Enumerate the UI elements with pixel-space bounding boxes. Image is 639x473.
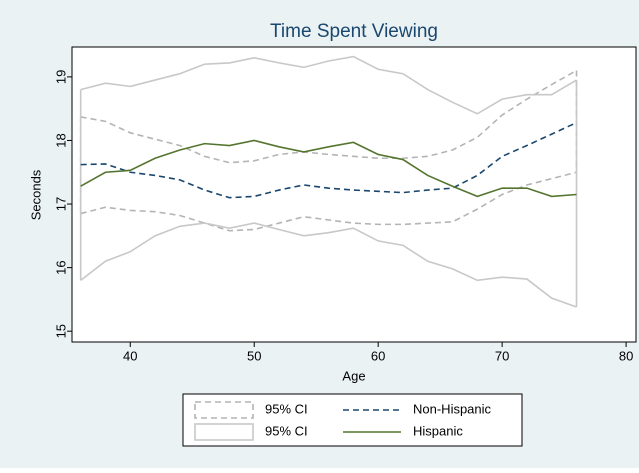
y-axis-label: Seconds [28, 169, 43, 220]
chart-title: Time Spent Viewing [270, 21, 438, 42]
y-tick-label: 15 [53, 324, 68, 338]
x-tick-label: 50 [247, 348, 261, 363]
y-tick-label: 19 [53, 70, 68, 84]
legend-label: Hispanic [413, 423, 463, 438]
legend-swatch [194, 423, 254, 441]
series-line [80, 121, 577, 199]
x-tick-label: 60 [371, 348, 385, 363]
legend-label: Non-Hispanic [413, 401, 492, 416]
series-line [80, 139, 577, 198]
y-tick-label: 18 [53, 133, 68, 147]
x-tick-label: 70 [495, 348, 509, 363]
y-tick-label: 16 [53, 260, 68, 274]
x-tick-label: 80 [619, 348, 633, 363]
y-tick-label: 17 [53, 197, 68, 211]
ci-edge [80, 55, 577, 115]
ci-edge [80, 171, 577, 232]
ci-edge [80, 69, 577, 164]
legend-label: 95% CI [265, 423, 308, 438]
legend-swatch [194, 401, 254, 419]
legend-label: 95% CI [265, 401, 308, 416]
x-axis-label: Age [342, 368, 365, 383]
legend [182, 393, 523, 447]
x-tick-label: 40 [123, 348, 137, 363]
plot-area [71, 46, 637, 343]
ci-edge [80, 222, 577, 308]
